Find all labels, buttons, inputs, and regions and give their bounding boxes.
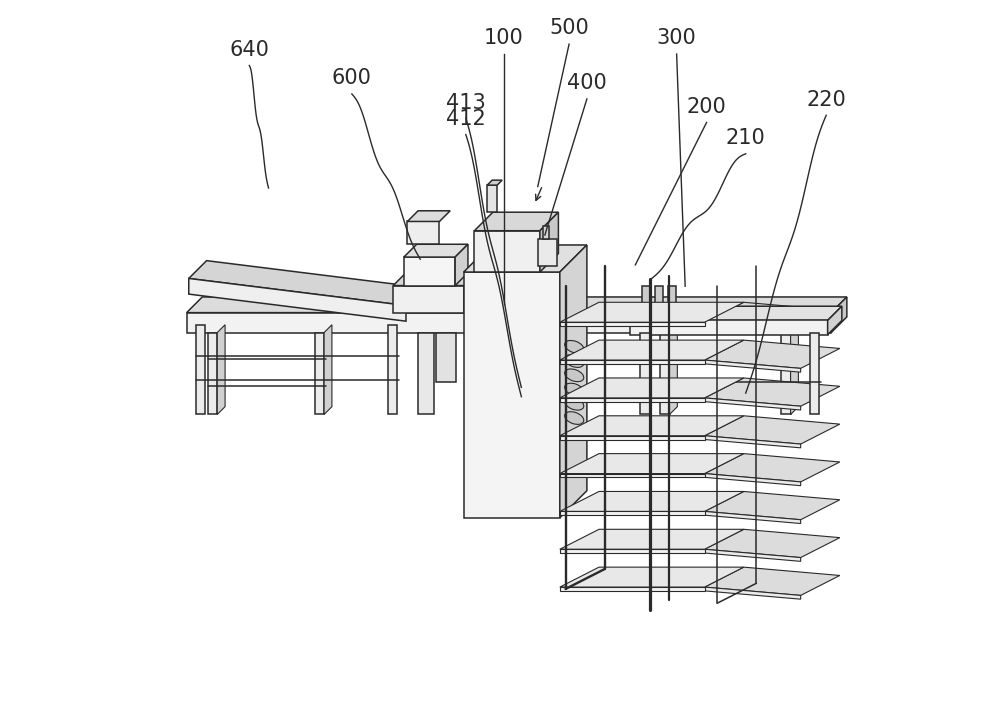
Ellipse shape <box>565 412 584 425</box>
Polygon shape <box>705 302 840 330</box>
Text: 413: 413 <box>446 92 486 112</box>
Polygon shape <box>705 587 801 599</box>
Polygon shape <box>705 567 840 596</box>
Polygon shape <box>560 549 705 553</box>
Bar <box>668 285 676 312</box>
Bar <box>538 240 557 266</box>
Polygon shape <box>705 529 840 558</box>
Text: 210: 210 <box>726 128 766 148</box>
Text: 600: 600 <box>332 69 372 89</box>
Bar <box>418 332 434 415</box>
Bar <box>543 227 549 240</box>
Text: 100: 100 <box>484 29 523 49</box>
Text: 412: 412 <box>446 109 486 129</box>
Bar <box>196 325 205 415</box>
Polygon shape <box>705 360 801 373</box>
Bar <box>640 332 650 415</box>
Polygon shape <box>560 245 587 518</box>
Polygon shape <box>560 587 705 591</box>
Polygon shape <box>464 272 560 518</box>
Bar <box>660 332 670 415</box>
Text: 640: 640 <box>229 40 269 60</box>
Bar <box>388 325 397 415</box>
Bar <box>436 332 456 383</box>
Polygon shape <box>474 231 540 272</box>
Ellipse shape <box>565 383 584 396</box>
Polygon shape <box>705 511 801 523</box>
Polygon shape <box>705 453 840 482</box>
Polygon shape <box>705 340 840 368</box>
Polygon shape <box>560 378 744 398</box>
Text: 400: 400 <box>567 74 607 93</box>
Polygon shape <box>560 302 744 322</box>
Bar <box>487 185 497 212</box>
Bar <box>655 285 663 312</box>
Polygon shape <box>560 511 705 516</box>
Polygon shape <box>393 271 479 285</box>
Polygon shape <box>187 312 831 332</box>
Polygon shape <box>560 435 705 440</box>
Polygon shape <box>560 567 744 587</box>
Polygon shape <box>630 306 842 320</box>
Polygon shape <box>189 261 424 305</box>
Bar <box>781 332 791 415</box>
Bar <box>407 222 439 245</box>
Polygon shape <box>560 340 744 360</box>
Polygon shape <box>705 473 801 485</box>
Polygon shape <box>560 416 744 435</box>
Polygon shape <box>705 491 840 520</box>
Text: 300: 300 <box>657 29 697 49</box>
Text: 220: 220 <box>806 89 846 109</box>
Polygon shape <box>455 245 468 285</box>
Polygon shape <box>831 297 847 332</box>
Polygon shape <box>705 549 801 561</box>
Polygon shape <box>630 320 828 335</box>
Polygon shape <box>187 297 847 312</box>
Polygon shape <box>705 416 840 444</box>
Polygon shape <box>705 322 801 335</box>
Polygon shape <box>540 212 558 272</box>
Bar <box>642 285 650 312</box>
Polygon shape <box>705 378 840 406</box>
Polygon shape <box>670 325 677 415</box>
Polygon shape <box>189 278 406 321</box>
Ellipse shape <box>565 340 584 353</box>
Polygon shape <box>560 473 705 478</box>
Polygon shape <box>828 306 842 335</box>
Bar <box>810 332 819 415</box>
Bar <box>208 332 217 415</box>
Polygon shape <box>705 398 801 410</box>
Polygon shape <box>791 325 798 415</box>
Polygon shape <box>560 529 744 549</box>
Polygon shape <box>474 212 558 231</box>
Polygon shape <box>404 245 468 257</box>
Polygon shape <box>393 285 464 312</box>
Polygon shape <box>560 398 705 402</box>
Ellipse shape <box>565 355 584 368</box>
Text: 500: 500 <box>549 19 589 39</box>
Bar <box>315 332 324 415</box>
Polygon shape <box>404 257 455 285</box>
Polygon shape <box>487 180 502 185</box>
Polygon shape <box>560 360 705 364</box>
Polygon shape <box>464 271 479 312</box>
Ellipse shape <box>565 369 584 382</box>
Polygon shape <box>464 245 587 272</box>
Polygon shape <box>560 491 744 511</box>
Polygon shape <box>217 325 225 415</box>
Polygon shape <box>324 325 332 415</box>
Polygon shape <box>560 322 705 326</box>
Polygon shape <box>560 453 744 473</box>
Ellipse shape <box>565 398 584 410</box>
Polygon shape <box>705 435 801 448</box>
Text: 200: 200 <box>687 97 726 117</box>
Polygon shape <box>407 211 450 222</box>
